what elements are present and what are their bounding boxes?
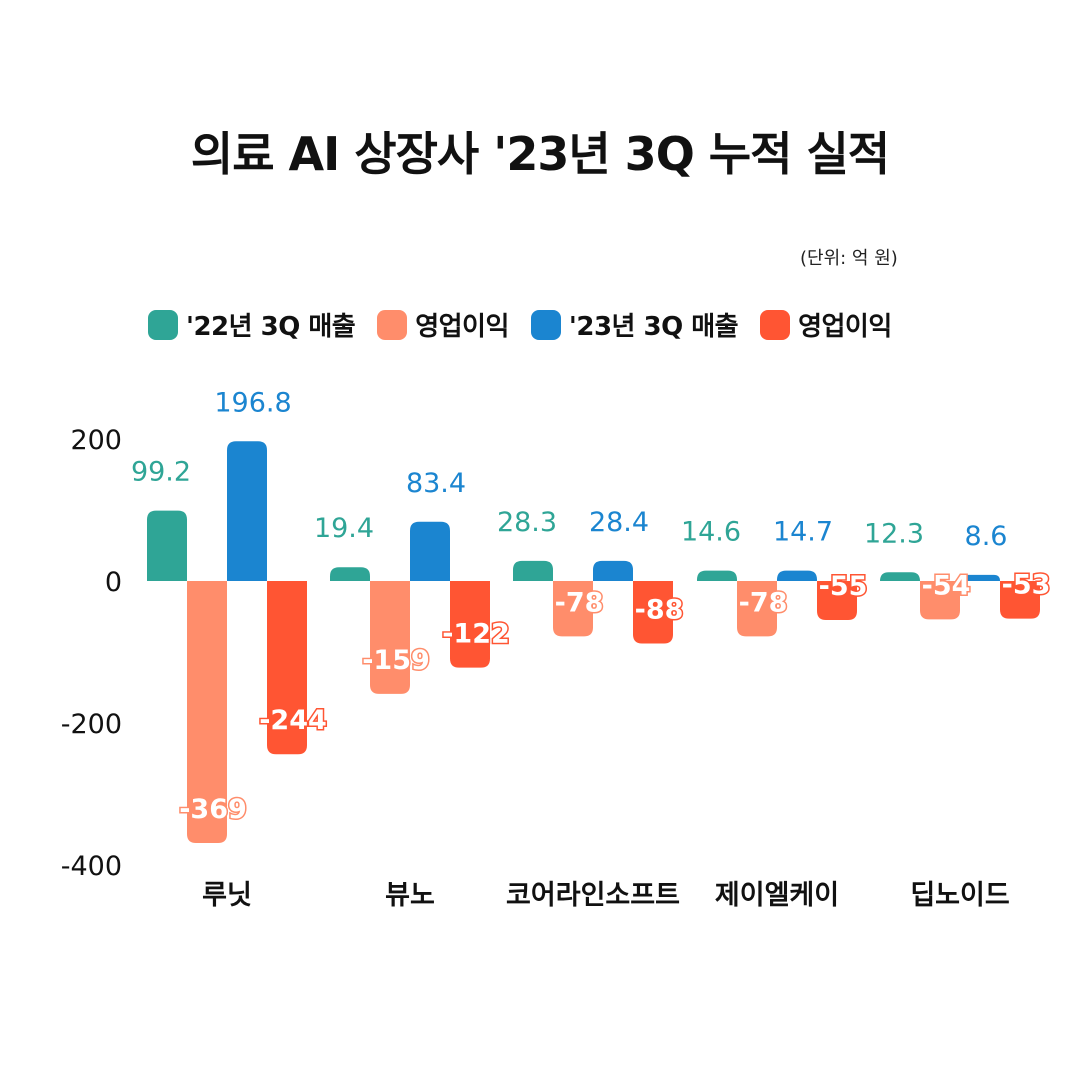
data-label: 99.2 xyxy=(131,457,191,488)
category-label: 뷰노 xyxy=(385,880,435,911)
bar-3 xyxy=(410,521,450,581)
legend-label: '23년 3Q 매출 xyxy=(568,312,739,342)
legend-label: 영업이익 xyxy=(415,312,509,342)
data-label: 14.6 xyxy=(681,517,741,548)
data-label: -122 xyxy=(442,619,510,650)
unit-label: (단위: 억 원) xyxy=(800,248,898,269)
legend-swatch xyxy=(530,309,561,340)
data-label: -88 xyxy=(635,594,684,625)
data-label: -244 xyxy=(259,705,327,736)
category-label: 루닛 xyxy=(202,880,252,911)
bar-2 xyxy=(737,581,777,637)
bar-4 xyxy=(450,581,490,668)
data-label: -54 xyxy=(922,570,971,601)
bar-1 xyxy=(147,510,187,581)
bar-1 xyxy=(513,560,553,581)
y-tick-label: -400 xyxy=(61,851,122,882)
bar-2 xyxy=(370,581,410,694)
legend-item-2023-revenue: '23년 3Q 매출 xyxy=(530,306,739,343)
data-label: 14.7 xyxy=(773,517,833,548)
bar-4 xyxy=(1000,581,1040,619)
data-label: -78 xyxy=(555,587,604,618)
bar-2 xyxy=(187,581,227,843)
category-label: 코어라인소프트 xyxy=(506,880,680,911)
bar-3 xyxy=(777,570,817,581)
data-label: 83.4 xyxy=(406,468,466,499)
bar-3 xyxy=(960,574,1000,581)
legend-item-2022-revenue: '22년 3Q 매출 xyxy=(148,306,356,343)
data-label: 28.3 xyxy=(497,507,557,538)
bar-4 xyxy=(267,581,307,755)
data-label: 196.8 xyxy=(214,387,291,418)
data-label: -78 xyxy=(739,587,788,618)
data-label: -53 xyxy=(1002,570,1051,601)
bar-4 xyxy=(633,581,673,644)
legend-swatch xyxy=(377,309,408,340)
legend-label: '22년 3Q 매출 xyxy=(186,312,356,342)
bar-1 xyxy=(697,570,737,581)
y-tick-label: -200 xyxy=(61,709,122,740)
data-label: 19.4 xyxy=(314,513,374,544)
category-label: 딥노이드 xyxy=(910,880,1009,911)
y-tick-label: 200 xyxy=(70,425,122,456)
chart-title: 의료 AI 상장사 '23년 3Q 누적 실적 xyxy=(190,127,890,181)
data-label: -369 xyxy=(179,794,247,825)
bar-3 xyxy=(227,441,267,581)
legend: '22년 3Q 매출 영업이익 '23년 3Q 매출 영업이익 xyxy=(148,306,914,343)
data-label: -159 xyxy=(362,645,430,676)
legend-swatch xyxy=(760,309,791,340)
data-label: -55 xyxy=(819,571,868,602)
bar-2 xyxy=(920,581,960,620)
bar-1 xyxy=(880,572,920,581)
bar-1 xyxy=(330,567,370,581)
bar-3 xyxy=(593,560,633,581)
y-tick-label: 0 xyxy=(105,567,122,598)
legend-item-2022-operating-profit: 영업이익 xyxy=(377,306,509,343)
legend-swatch xyxy=(148,309,178,340)
data-label: 28.4 xyxy=(589,507,649,538)
category-label: 제이엘케이 xyxy=(715,880,839,911)
bar-2 xyxy=(553,581,593,637)
data-label: 12.3 xyxy=(864,518,924,549)
legend-item-2023-operating-profit: 영업이익 xyxy=(760,306,892,343)
bar-4 xyxy=(817,581,857,621)
data-label: 8.6 xyxy=(965,521,1008,552)
legend-label: 영업이익 xyxy=(798,312,892,342)
